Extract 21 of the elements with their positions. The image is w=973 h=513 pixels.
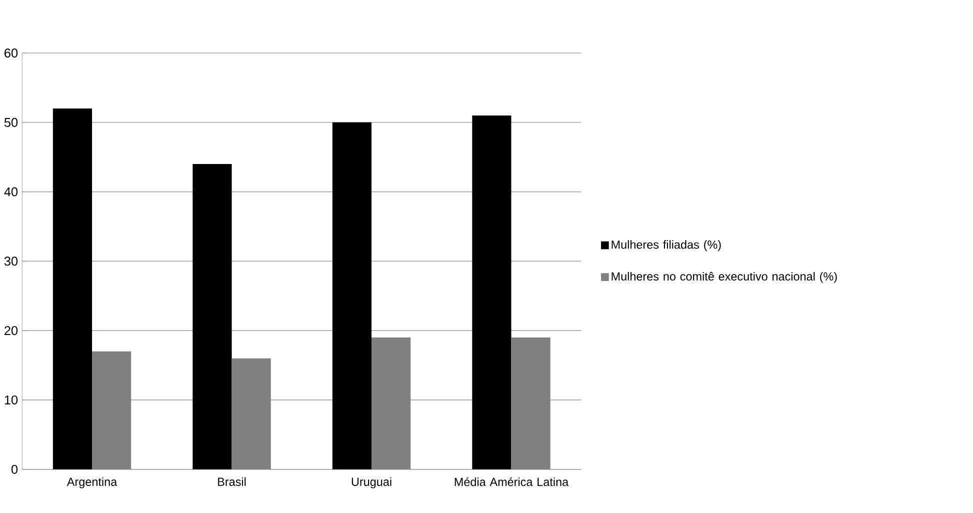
x-tick-label: Argentina — [66, 477, 118, 488]
legend-label: Mulheres no comitê executivo nacional (%) — [612, 272, 837, 283]
y-tick-label: 0 — [11, 464, 18, 474]
bar — [92, 351, 132, 470]
y-tick-label: 40 — [4, 187, 18, 196]
bar — [52, 108, 92, 470]
x-tick-label: Uruguai — [352, 477, 392, 488]
bar — [232, 358, 271, 470]
y-tick-label: 30 — [4, 256, 18, 266]
bar — [511, 337, 550, 470]
y-tick-label: 50 — [4, 118, 18, 127]
legend-label: Mulheres filiadas (%) — [612, 240, 721, 252]
bar — [472, 115, 512, 470]
x-tick-label: Média América Latina — [454, 477, 569, 486]
bar — [332, 122, 372, 470]
y-tick-label: 60 — [4, 48, 18, 58]
bar — [372, 337, 411, 470]
bar — [192, 164, 232, 470]
y-tick-label: 10 — [4, 395, 18, 404]
y-tick-label: 20 — [4, 326, 18, 336]
x-tick-label: Brasil — [218, 477, 246, 486]
